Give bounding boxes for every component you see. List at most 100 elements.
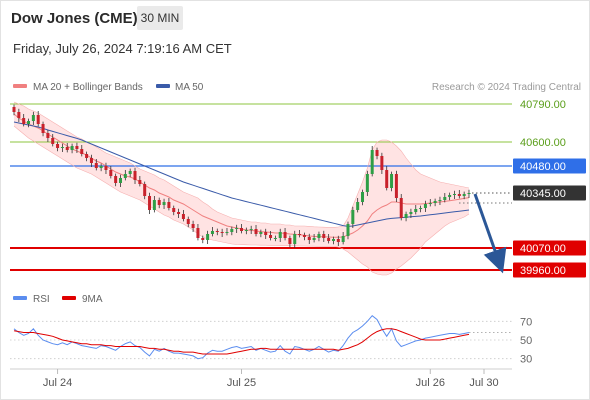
candle: [273, 235, 277, 242]
candle-body: [269, 235, 273, 238]
candle: [31, 111, 35, 125]
timeframe-tab[interactable]: 30 MIN: [137, 6, 183, 30]
support-label-5: 39960.00: [520, 265, 566, 277]
candle-body: [448, 195, 452, 197]
candle: [249, 225, 253, 234]
candle: [331, 236, 335, 245]
candle-body: [264, 232, 268, 235]
candle-body: [177, 212, 181, 214]
candle: [457, 190, 461, 199]
candle-body: [452, 194, 456, 195]
candle-body: [419, 208, 423, 209]
candle-body: [104, 166, 108, 170]
chart-datetime: Friday, July 26, 2024 7:19:16 AM CET: [13, 41, 232, 56]
candle-body: [36, 115, 40, 124]
candle-body: [138, 180, 142, 184]
candle: [259, 229, 263, 238]
candle: [196, 224, 200, 241]
candle: [361, 189, 365, 206]
candle: [162, 198, 166, 209]
candle-body: [423, 204, 427, 208]
candle-body: [60, 147, 64, 148]
candle-body: [143, 184, 147, 196]
rsi-line: [13, 315, 470, 360]
candle-body: [157, 200, 161, 205]
candle: [104, 162, 108, 174]
candle-body: [118, 178, 122, 183]
support-label-box-5: [513, 262, 586, 278]
candle: [225, 228, 229, 236]
candle: [365, 170, 369, 196]
candle: [17, 108, 21, 122]
rsi-tick-label-70: 70: [520, 316, 532, 328]
candles-layer: [12, 104, 471, 248]
candle: [419, 205, 423, 213]
candle: [409, 208, 413, 218]
candle-body: [220, 232, 224, 233]
candle-body: [27, 121, 31, 124]
candle: [385, 166, 389, 191]
candle: [191, 220, 195, 232]
candle-body: [365, 174, 369, 192]
candle: [390, 171, 394, 192]
rsi-ma-legend-label: 9MA: [82, 294, 103, 305]
candle: [75, 142, 79, 153]
candle: [51, 134, 55, 147]
candle-body: [273, 238, 277, 239]
overlay-layer: [473, 193, 507, 274]
candle: [46, 129, 50, 142]
candle: [452, 190, 456, 199]
candle: [215, 228, 219, 236]
candle: [109, 166, 113, 179]
ma50-line: [13, 121, 470, 227]
bollinger-band-layer: [14, 102, 469, 275]
candle: [186, 216, 190, 228]
candle-body: [225, 232, 229, 233]
candle: [148, 192, 152, 214]
candle-body: [302, 235, 306, 237]
candle-body: [56, 144, 60, 148]
candle-body: [307, 237, 311, 240]
rsi-ma-legend-swatch: [62, 296, 76, 300]
candle-body: [31, 115, 35, 121]
candle-body: [206, 234, 210, 240]
candle: [177, 208, 181, 218]
candle-body: [70, 146, 74, 150]
candle-body: [428, 203, 432, 204]
x-axis-ticks: Jul 24 Jul 25 Jul 26 Jul 30: [43, 369, 499, 389]
candle: [404, 211, 408, 222]
resistance-label-0: 40790.00: [520, 99, 566, 111]
candle-body: [80, 149, 84, 154]
level-lines-layer: 40790.00 40600.00 40480.00 40345.00 40070.00…: [10, 99, 586, 278]
candle: [60, 143, 64, 152]
candle: [448, 192, 452, 201]
candle: [89, 154, 93, 167]
candle: [336, 235, 340, 246]
candle: [172, 205, 176, 216]
candle-body: [322, 234, 326, 238]
candle: [157, 197, 161, 209]
pivot-label-2: 40480.00: [520, 161, 566, 173]
support-label-4: 40070.00: [520, 243, 566, 255]
candle-body: [17, 112, 21, 118]
candle-body: [356, 202, 360, 210]
bollinger-lower-line: [13, 125, 470, 276]
candle-body: [22, 118, 26, 124]
candle: [85, 151, 89, 162]
candle-body: [409, 212, 413, 214]
candle-body: [433, 201, 437, 203]
rsi-tick-label-50: 50: [520, 335, 532, 347]
candle: [206, 230, 210, 244]
candle: [414, 205, 418, 215]
candle-body: [298, 234, 302, 235]
candle: [322, 230, 326, 242]
candle: [467, 189, 471, 198]
candle: [220, 228, 224, 237]
candle: [307, 233, 311, 244]
candle-body: [283, 232, 287, 238]
candle: [462, 191, 466, 200]
last-label-box-3: [513, 185, 586, 201]
candle: [152, 196, 156, 213]
candle: [269, 231, 273, 241]
candle-body: [12, 107, 16, 112]
